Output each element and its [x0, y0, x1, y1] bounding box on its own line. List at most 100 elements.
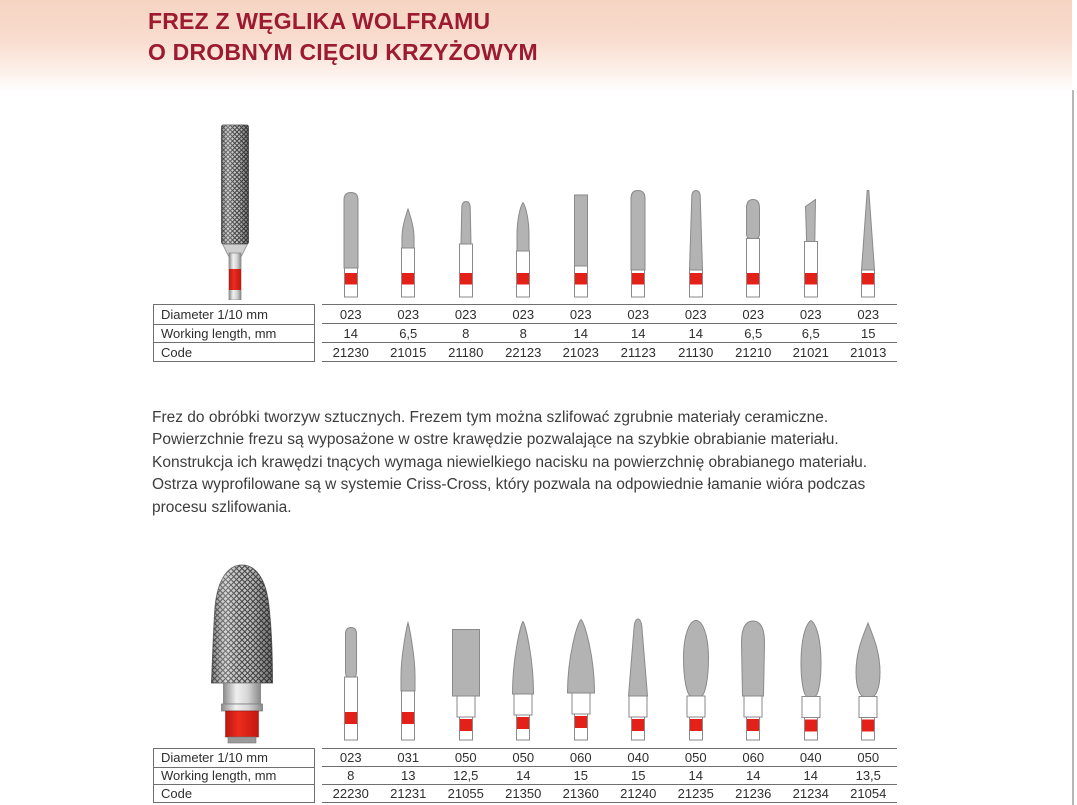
bur-icon-cell	[495, 185, 553, 300]
bur-icon-cell	[725, 185, 783, 300]
spec-row-label: Diameter 1/10 mm	[161, 750, 268, 766]
description-line: procesu szlifowania.	[152, 498, 292, 516]
small-capsule-icon	[343, 626, 358, 741]
spec-cell-working_length: 6,5	[724, 323, 782, 342]
cone-bur-photo	[210, 564, 274, 744]
pointed-flame-icon	[855, 621, 881, 741]
bur-icon-cell	[552, 185, 610, 300]
bur-icon-cell	[380, 185, 438, 300]
spec-cell-code: 21350	[494, 784, 552, 802]
spec-cell-diameter: 023	[667, 304, 725, 323]
spec-cell-diameter: 023	[724, 304, 782, 323]
spec-cell-working_length: 15	[839, 323, 897, 342]
spec-cell-code: 21231	[379, 784, 437, 802]
title-line-2: O DROBNYM CIĘCIU KRZYŻOWYM	[148, 39, 538, 65]
spec-cell-code: 21236	[724, 784, 782, 802]
spec-cell-working_length: 13	[379, 766, 437, 784]
slim-cone-round-tip-icon	[400, 620, 416, 741]
egg-icon	[682, 619, 709, 741]
spec-cell-diameter: 023	[839, 304, 897, 323]
cylinder-dome-top-icon	[630, 189, 646, 298]
taper-round-top-icon	[688, 189, 703, 298]
spec-cell-working_length: 14	[494, 766, 552, 784]
bur-icon-cell	[552, 618, 610, 745]
spec-cell-diameter: 023	[437, 304, 495, 323]
cylinder-bur-photo	[221, 124, 249, 300]
spec-cell-working_length: 8	[437, 323, 495, 342]
description-line: Frez do obróbki tworzyw sztucznych. Frez…	[152, 409, 829, 426]
spec-cell-code: 21054	[839, 784, 897, 802]
spec-values: 023 031 050 050 060 040 050 060 040 050 8 13 12,5 14 1…	[322, 748, 897, 803]
capsule-icon	[746, 198, 761, 298]
slim-round-taper-icon	[458, 200, 473, 298]
flame-icon	[516, 201, 531, 298]
spec-cell-diameter: 050	[667, 748, 725, 766]
spec-row-label: Code	[154, 342, 314, 361]
spec-cell-code: 21130	[667, 342, 725, 361]
spec-cell-code: 22123	[494, 342, 552, 361]
spec-cell-code: 21023	[552, 342, 610, 361]
needle-icon	[861, 190, 876, 298]
bur-icon-row-bottom	[322, 618, 897, 745]
spec-cell-code: 21360	[552, 784, 610, 802]
spec-cell-code: 21235	[667, 784, 725, 802]
spec-cell-code: 21021	[782, 342, 840, 361]
spec-cell-diameter: 023	[322, 748, 380, 766]
spec-cell-working_length: 13,5	[839, 766, 897, 784]
description-line: Konstrukcja ich krawędzi tnących wymaga …	[152, 453, 868, 471]
header-band	[0, 0, 1072, 92]
wide-cone-round-top-icon	[566, 618, 595, 741]
spec-cell-working_length: 8	[494, 323, 552, 342]
spec-cell-diameter: 060	[724, 748, 782, 766]
spec-cell-diameter: 023	[609, 304, 667, 323]
spec-cell-diameter: 050	[494, 748, 552, 766]
spec-cell-working_length: 6,5	[379, 323, 437, 342]
spec-cell-diameter: 060	[552, 748, 610, 766]
bur-icon-cell	[782, 618, 840, 745]
spec-row-label: Code	[154, 784, 314, 802]
description-line: Ostrza wyprofilowane są w systemie Criss…	[152, 476, 866, 494]
spec-row-label: Diameter 1/10 mm	[161, 306, 268, 322]
spec-row-labels: Diameter 1/10 mm Working length, mm Code	[153, 748, 315, 803]
cylinder-flat-top-icon	[573, 194, 588, 298]
spec-cell-working_length: 14	[667, 766, 725, 784]
spec-cell-code: 21210	[724, 342, 782, 361]
tall-narrow-cone-icon	[628, 618, 649, 741]
bur-icon-cell	[380, 618, 438, 745]
bur-icon-cell	[782, 185, 840, 300]
spec-cell-diameter: 031	[379, 748, 437, 766]
spec-cell-code: 21055	[437, 784, 495, 802]
spec-cell-working_length: 8	[322, 766, 380, 784]
bur-icon-cell	[667, 185, 725, 300]
description-line: Powierzchnie frezu są wyposażone w ostre…	[152, 431, 839, 449]
spec-cell-working_length: 14	[782, 766, 840, 784]
spec-cell-working_length: 15	[609, 766, 667, 784]
spec-cell-code: 21123	[609, 342, 667, 361]
chisel-icon	[803, 198, 818, 298]
bur-icon-cell	[437, 185, 495, 300]
spec-cell-diameter: 050	[839, 748, 897, 766]
spec-cell-code: 21234	[782, 784, 840, 802]
spec-cell-diameter: 023	[552, 304, 610, 323]
spec-cell-diameter: 023	[494, 304, 552, 323]
spec-row-label: Working length, mm	[154, 766, 314, 785]
spec-cell-code: 22230	[322, 784, 380, 802]
spec-cell-diameter: 050	[437, 748, 495, 766]
spec-cell-working_length: 12,5	[437, 766, 495, 784]
description: Frez do obróbki tworzyw sztucznych. Frez…	[152, 407, 867, 519]
bur-icon-cell	[322, 618, 380, 745]
cylinder-round-top-icon	[343, 191, 359, 298]
spec-row-label: Working length, mm	[154, 323, 314, 343]
cone-round-top-icon	[512, 620, 535, 741]
spec-cell-code: 21013	[839, 342, 897, 361]
spec-cell-working_length: 14	[552, 323, 610, 342]
wide-cylinder-flat-icon	[451, 629, 480, 741]
bur-icon-cell	[610, 618, 668, 745]
bur-icon-cell	[840, 618, 898, 745]
spec-cell-code: 21180	[437, 342, 495, 361]
spec-cell-working_length: 14	[609, 323, 667, 342]
bur-icon-row-top	[322, 185, 897, 300]
bur-icon-cell	[495, 618, 553, 745]
spec-cell-diameter: 040	[609, 748, 667, 766]
